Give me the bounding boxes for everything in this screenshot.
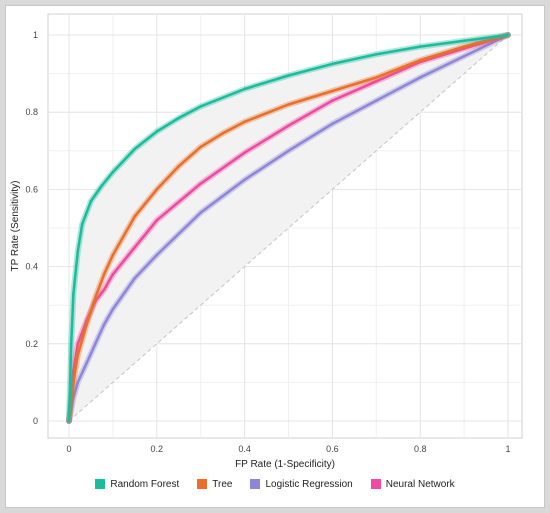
data-point-logistic-regression <box>418 76 422 79</box>
x-tick-label: 1 <box>505 444 510 454</box>
data-point-tree <box>221 132 224 135</box>
y-axis-ticks: 0 0.2 0.4 0.6 0.8 1 <box>25 30 38 426</box>
data-point-logistic-regression <box>375 99 378 102</box>
data-point-logistic-regression <box>462 54 466 58</box>
x-tick-label: 0.8 <box>414 444 427 454</box>
data-point-random-forest <box>375 53 378 56</box>
data-point-neural-network <box>76 342 80 346</box>
data-point-logistic-regression <box>199 211 202 214</box>
legend-swatch-tree <box>197 479 208 489</box>
data-point-tree <box>462 45 466 48</box>
data-point-tree <box>418 58 422 62</box>
data-point-random-forest <box>331 62 334 66</box>
data-point-logistic-regression <box>94 342 97 346</box>
data-point-random-forest <box>67 419 71 423</box>
data-point-random-forest <box>72 292 75 295</box>
y-tick-label: 0.4 <box>25 262 38 272</box>
legend-label-logistic-regression: Logistic Regression <box>265 478 353 490</box>
data-point-random-forest <box>155 130 159 133</box>
legend-swatch-neural-network <box>370 479 381 489</box>
data-point-random-forest <box>133 147 137 151</box>
legend: Random Forest Tree Logistic Regression N… <box>0 474 550 494</box>
data-point-random-forest <box>80 222 84 226</box>
x-tick-label: 0.6 <box>326 444 339 454</box>
legend-item-neural-network[interactable]: Neural Network <box>370 478 455 490</box>
data-point-logistic-regression <box>76 381 80 384</box>
roc-chart: 0 0.2 0.4 0.6 0.8 1 0 0.2 0.4 0.6 0.8 1 FP Rate (1… <box>10 13 523 470</box>
data-point-random-forest <box>462 39 466 43</box>
data-point-neural-network <box>287 124 290 127</box>
legend-label-tree: Tree <box>212 478 233 490</box>
data-point-random-forest <box>199 105 202 108</box>
data-point-tree <box>287 103 290 106</box>
legend-item-random-forest[interactable]: Random Forest <box>95 479 179 490</box>
data-point-tree <box>102 273 106 276</box>
data-point-tree <box>111 253 115 257</box>
y-tick-label: 0.6 <box>25 184 38 194</box>
area-under-curve-shading <box>69 35 508 421</box>
legend-swatch-random-forest <box>95 479 106 489</box>
data-point-tree <box>243 120 246 124</box>
data-point-logistic-regression <box>111 307 115 311</box>
legend-item-tree[interactable]: Tree <box>197 479 232 490</box>
data-point-random-forest <box>418 45 422 48</box>
data-point-tree <box>72 381 75 384</box>
data-point-tree <box>177 164 181 168</box>
data-point-tree <box>155 188 159 191</box>
x-axis-title: FP Rate (1-Specificity) <box>235 459 335 470</box>
data-point-tree <box>76 354 80 357</box>
data-point-tree <box>199 145 202 149</box>
legend-item-logistic-regression[interactable]: Logistic Regression <box>250 478 353 490</box>
data-point-logistic-regression <box>85 361 88 365</box>
x-tick-label: 0 <box>66 444 71 454</box>
data-point-neural-network <box>102 288 106 292</box>
data-point-neural-network <box>243 151 246 154</box>
data-point-tree <box>133 215 137 218</box>
data-point-random-forest <box>111 170 115 174</box>
data-point-logistic-regression <box>155 253 159 257</box>
x-tick-label: 0.4 <box>238 444 251 454</box>
data-point-tree <box>331 89 334 93</box>
data-point-logistic-regression <box>243 178 246 182</box>
data-point-random-forest <box>177 116 181 120</box>
data-point-neural-network <box>133 246 137 249</box>
data-point-neural-network <box>155 219 159 222</box>
data-point-random-forest <box>506 33 510 37</box>
y-axis-title: TP Rate (Sensitivity) <box>10 181 21 272</box>
x-tick-label: 0.2 <box>151 444 164 454</box>
y-tick-label: 0.8 <box>25 107 38 117</box>
data-point-tree <box>375 76 378 79</box>
data-point-tree <box>85 323 88 326</box>
data-point-tree <box>94 296 97 299</box>
y-tick-label: 1 <box>33 30 38 40</box>
data-point-random-forest <box>243 87 246 91</box>
data-point-logistic-regression <box>287 149 290 153</box>
data-point-neural-network <box>199 182 202 185</box>
legend-swatch-logistic-regression <box>250 479 261 489</box>
y-tick-label: 0 <box>33 416 38 426</box>
data-point-neural-network <box>331 99 334 102</box>
series-layer <box>66 32 511 424</box>
x-axis-ticks: 0 0.2 0.4 0.6 0.8 1 <box>66 444 510 454</box>
data-point-random-forest <box>76 249 80 253</box>
data-point-random-forest <box>69 342 73 346</box>
data-point-logistic-regression <box>102 323 106 326</box>
y-tick-label: 0.2 <box>25 339 38 349</box>
data-point-neural-network <box>375 80 378 83</box>
legend-label-neural-network: Neural Network <box>385 478 455 490</box>
series-line-neural-network <box>67 33 510 423</box>
data-point-logistic-regression <box>133 276 137 280</box>
data-point-random-forest <box>287 74 290 77</box>
legend-label-random-forest: Random Forest <box>110 478 180 490</box>
data-point-random-forest <box>89 199 93 203</box>
data-point-neural-network <box>111 273 115 276</box>
data-point-logistic-regression <box>331 122 334 126</box>
data-point-random-forest <box>100 184 104 187</box>
